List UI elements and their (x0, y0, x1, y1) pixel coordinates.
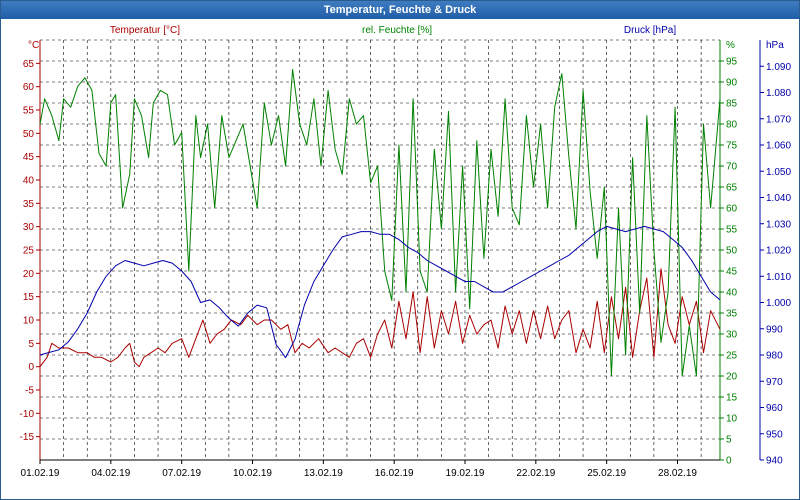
pressure-tick-label: 1.080 (766, 88, 791, 99)
humidity-tick-label: 20 (726, 372, 738, 383)
humidity-tick-label: 40 (726, 288, 738, 299)
humidity-tick-label: 0 (726, 456, 732, 467)
temp-tick-label: 45 (23, 152, 35, 163)
pressure-axis-title: Druck [hPa] (624, 25, 676, 36)
temp-unit-label: °C (28, 40, 39, 51)
pressure-tick-label: 1.030 (766, 219, 791, 230)
temp-tick-label: 60 (23, 82, 35, 93)
series (39, 68, 721, 377)
temp-tick-label: 55 (23, 106, 35, 117)
pressure-tick-label: 1.060 (766, 141, 791, 152)
x-tick-label: 19.02.19 (446, 468, 485, 479)
pressure-tick-label: 960 (766, 403, 783, 414)
temp-tick-label: 65 (23, 59, 35, 70)
humidity-line (39, 68, 721, 377)
pressure-tick-label: 970 (766, 377, 783, 388)
humidity-tick-label: 70 (726, 162, 738, 173)
pressure-tick-label: 1.090 (766, 62, 791, 73)
window-title: Temperatur, Feuchte & Druck (1, 1, 799, 19)
humidity-axis-title: rel. Feuchte [%] (362, 25, 432, 36)
grid (39, 39, 720, 461)
x-tick-label: 10.02.19 (233, 468, 272, 479)
pressure-tick-label: 1.020 (766, 246, 791, 257)
x-tick-label: 22.02.19 (516, 468, 555, 479)
humidity-tick-label: 10 (726, 414, 738, 425)
x-tick-label: 16.02.19 (375, 468, 414, 479)
temp-tick-label: 30 (23, 222, 35, 233)
x-tick-label: 04.02.19 (91, 468, 130, 479)
humidity-tick-label: 80 (726, 120, 738, 131)
temp-axis-title: Temperatur [°C] (110, 25, 180, 36)
pressure-tick-label: 1.010 (766, 272, 791, 283)
x-tick-label: 13.02.19 (304, 468, 343, 479)
humidity-tick-label: 50 (726, 246, 738, 257)
pressure-tick-label: 940 (766, 456, 783, 467)
temp-tick-label: 40 (23, 176, 35, 187)
temp-tick-label: -15 (20, 432, 35, 443)
pressure-line (39, 225, 721, 359)
humidity-unit-label: % (726, 40, 735, 51)
humidity-tick-label: 15 (726, 393, 738, 404)
humidity-tick-label: 85 (726, 99, 738, 110)
temp-tick-label: -5 (25, 386, 34, 397)
x-tick-label: 28.02.19 (658, 468, 697, 479)
pressure-unit-label: hPa (766, 40, 784, 51)
temp-tick-label: 35 (23, 199, 35, 210)
x-tick-label: 25.02.19 (587, 468, 626, 479)
humidity-tick-label: 60 (726, 204, 738, 215)
humidity-tick-label: 45 (726, 267, 738, 278)
temp-tick-label: -10 (20, 409, 35, 420)
humidity-tick-label: 55 (726, 225, 738, 236)
pressure-tick-label: 990 (766, 324, 783, 335)
humidity-tick-label: 65 (726, 183, 738, 194)
temp-tick-label: 15 (23, 292, 35, 303)
pressure-tick-label: 980 (766, 351, 783, 362)
x-tick-label: 01.02.19 (21, 468, 60, 479)
temp-tick-label: 20 (23, 269, 35, 280)
humidity-tick-label: 35 (726, 309, 738, 320)
pressure-tick-label: 950 (766, 429, 783, 440)
x-tick-label: 07.02.19 (162, 468, 201, 479)
humidity-tick-label: 90 (726, 78, 738, 89)
temp-tick-label: 10 (23, 316, 35, 327)
temperature-line (39, 268, 721, 368)
pressure-tick-label: 1.040 (766, 193, 791, 204)
axes: -15 -10 -5 0 5 10 15 20 25 30 35 40 45 50 55 60 65 0 5 10 15… (20, 40, 791, 479)
temp-tick-label: 25 (23, 246, 35, 257)
humidity-tick-label: 95 (726, 57, 738, 68)
humidity-tick-label: 30 (726, 330, 738, 341)
temp-tick-label: 5 (28, 339, 34, 350)
temp-tick-label: 50 (23, 129, 35, 140)
humidity-tick-label: 25 (726, 351, 738, 362)
humidity-tick-label: 75 (726, 141, 738, 152)
temp-tick-label: 0 (28, 362, 34, 373)
humidity-tick-label: 5 (726, 435, 732, 446)
pressure-tick-label: 1.050 (766, 167, 791, 178)
pressure-tick-label: 1.070 (766, 114, 791, 125)
pressure-tick-label: 1.000 (766, 298, 791, 309)
